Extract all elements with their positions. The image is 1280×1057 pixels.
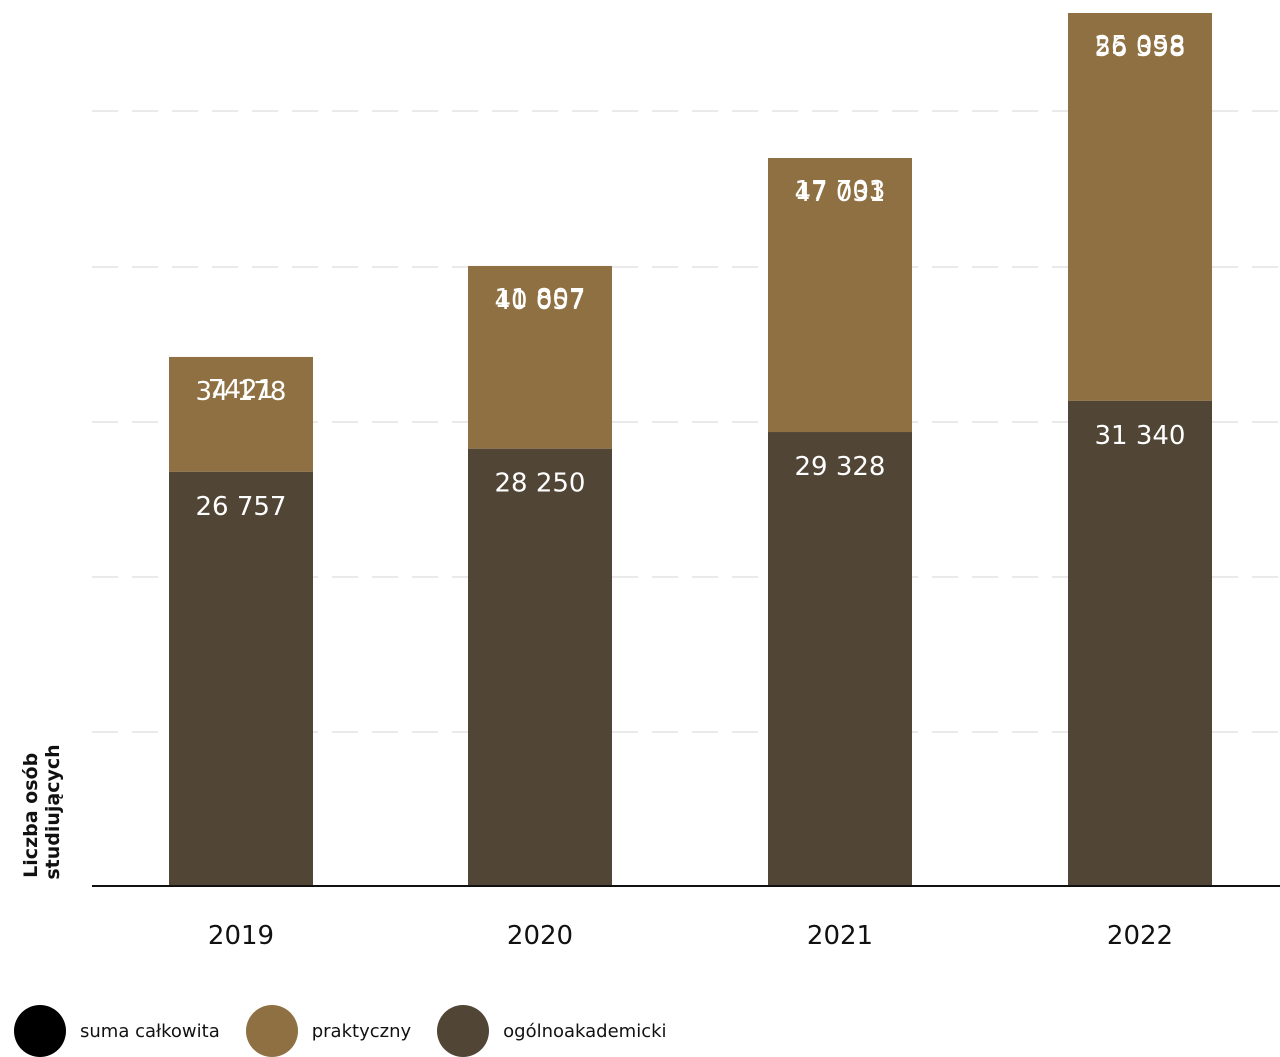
legend-label-total: suma całkowita <box>80 1020 220 1042</box>
bar-ogolnoakademicki-2020 <box>468 448 612 886</box>
bar-ogolnoakademicki-2019 <box>169 471 313 886</box>
legend-swatch-ogolnoakademicki <box>437 1005 490 1057</box>
x-tick-2020: 2020 <box>507 921 573 951</box>
legend: suma całkowita praktyczny ogólnoakademic… <box>14 1005 693 1057</box>
label-total-2020: 40 057 <box>495 286 586 316</box>
bar-praktyczny-2019 <box>169 356 313 472</box>
bar-ogolnoakademicki-2022 <box>1068 400 1212 886</box>
legend-swatch-total <box>14 1005 66 1057</box>
label-ogolnoakademicki-2019: 26 757 <box>196 492 287 522</box>
bar-praktyczny-2020 <box>468 265 612 449</box>
bar-praktyczny-2021 <box>768 157 912 433</box>
bars <box>169 13 1212 886</box>
legend-swatch-praktyczny <box>245 1005 298 1057</box>
x-tick-2022: 2022 <box>1107 921 1173 951</box>
legend-item-total: suma całkowita <box>14 1005 220 1057</box>
legend-label-praktyczny: praktyczny <box>311 1020 412 1042</box>
label-ogolnoakademicki-2020: 28 250 <box>495 469 586 499</box>
label-praktyczny-2021: 17 703 <box>795 176 886 206</box>
x-axis-ticks: 2019 2020 2021 2022 <box>208 921 1173 951</box>
bar-ogolnoakademicki-2021 <box>768 432 912 886</box>
label-total-2022: 56 398 <box>1095 33 1186 63</box>
label-total-2021: 47 031 <box>795 178 886 208</box>
legend-item-praktyczny: praktyczny <box>245 1005 412 1057</box>
label-praktyczny-2019: 7421 <box>208 375 274 405</box>
bar-praktyczny-2022 <box>1068 13 1212 401</box>
legend-label-ogolnoakademicki: ogólnoakademicki <box>503 1020 667 1042</box>
label-ogolnoakademicki-2021: 29 328 <box>795 452 886 482</box>
legend-item-ogolnoakademicki: ogólnoakademicki <box>437 1005 667 1057</box>
y-axis-label: Liczba osób studiujących <box>20 744 64 879</box>
label-total-2019: 34 178 <box>196 377 287 407</box>
label-praktyczny-2020: 11 807 <box>495 284 586 314</box>
x-tick-2021: 2021 <box>807 921 873 951</box>
x-tick-2019: 2019 <box>208 921 274 951</box>
label-ogolnoakademicki-2022: 31 340 <box>1095 421 1186 451</box>
label-praktyczny-2022: 25 058 <box>1095 31 1186 61</box>
